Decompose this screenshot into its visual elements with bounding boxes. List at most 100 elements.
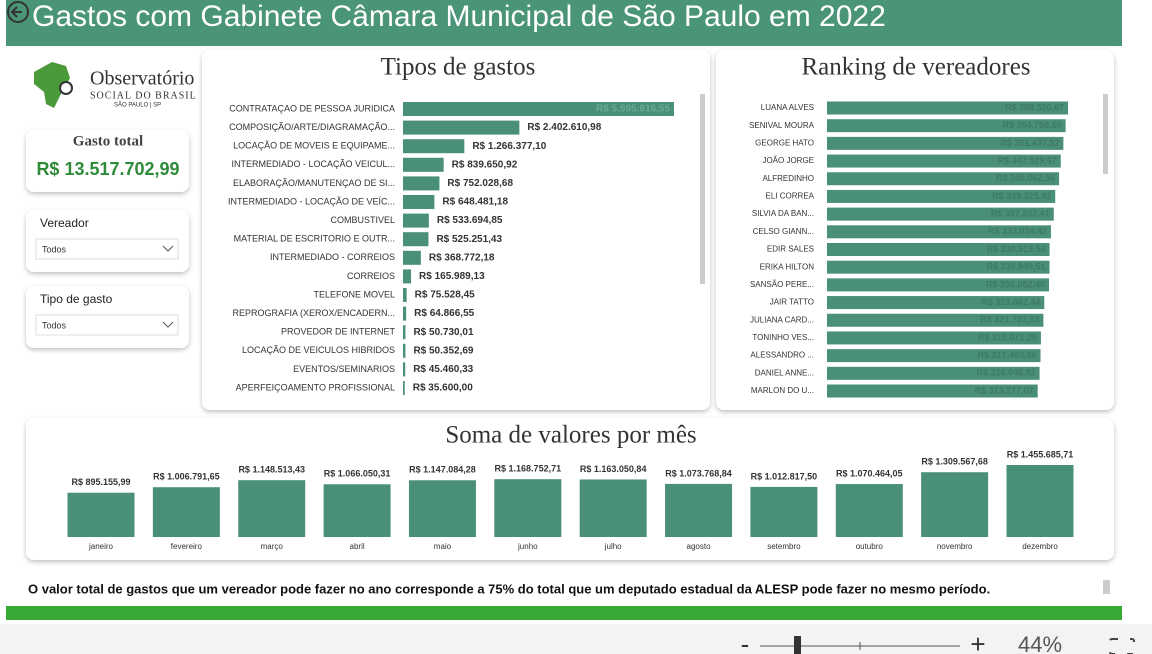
category-label: INTERMEDIADO - LOCAÇÃO VEICUL...: [231, 159, 395, 169]
bar: [403, 288, 407, 302]
filter-dropdown[interactable]: [35, 238, 179, 260]
kpi-card: [26, 130, 189, 192]
x-tick-label: maio: [434, 542, 452, 551]
value-label: R$ 50.730,01: [413, 327, 473, 338]
value-label: R$ 165.989,13: [419, 271, 485, 282]
logo-sub: SOCIAL DO BRASIL: [90, 90, 197, 101]
value-label: R$ 895.155,99: [71, 477, 130, 487]
category-label: PROVEDOR DE INTERNET: [281, 327, 396, 337]
category-label: LOCAÇÃO DE VEICULOS HIBRIDOS: [242, 345, 395, 355]
x-tick-label: agosto: [687, 542, 712, 551]
value-label: R$ 347.529,67: [998, 155, 1057, 165]
x-tick-label: outubro: [856, 542, 884, 551]
value-label: R$ 5.595.616,55: [596, 104, 670, 115]
value-label: R$ 339.325,92: [992, 191, 1051, 201]
chevron: [162, 321, 174, 328]
scrollbar[interactable]: [1103, 94, 1108, 174]
zoom-thumb[interactable]: [794, 636, 801, 654]
value-label: R$ 330.849,51: [986, 262, 1045, 272]
value-label: R$ 1.266.377,10: [472, 141, 546, 152]
filter-label: Tipo de gasto: [40, 292, 113, 306]
bar: [827, 119, 1066, 133]
kpi-label: Gasto total: [73, 133, 143, 149]
zoom-in[interactable]: +: [970, 629, 985, 654]
bar: [827, 172, 1060, 186]
bar: [323, 484, 391, 537]
category-label: SANSÃO PERE...: [750, 280, 814, 289]
zoom-out[interactable]: -: [741, 629, 750, 654]
bar: [403, 325, 406, 340]
panel: [202, 50, 710, 410]
bar: [403, 157, 444, 172]
bar: [665, 483, 733, 537]
bar: [403, 269, 412, 284]
bar: [827, 296, 1045, 310]
value-label: R$ 330.919,54: [987, 244, 1046, 254]
category-label: INTERMEDIADO - LOCAÇÃO DE VEÍC...: [228, 196, 395, 206]
category-label: APERFEIÇOAMENTO PROFISSIONAL: [236, 382, 395, 392]
value-label: R$ 64.866,55: [414, 308, 474, 319]
bar: [827, 366, 1040, 380]
value-label: R$ 1.163.050,84: [580, 464, 647, 474]
x-tick-label: novembro: [937, 542, 973, 551]
category-label: EDIR SALES: [767, 245, 814, 254]
bar: [152, 487, 220, 537]
x-tick-label: janeiro: [88, 542, 114, 551]
bar: [827, 260, 1050, 274]
value-label: R$ 368.772,18: [429, 252, 495, 263]
value-label: R$ 1.070.464,05: [836, 468, 903, 478]
value-label: R$ 839.650,92: [452, 159, 518, 170]
value-label: R$ 648.481,18: [442, 197, 508, 208]
header-title: Gastos com Gabinete Câmara Municipal de …: [32, 0, 886, 33]
category-label: MARLON DO U...: [751, 386, 814, 395]
back-button[interactable]: [7, 1, 29, 23]
bar: [835, 484, 903, 537]
category-label: CONTRATAÇAO DE PESSOA JURIDICA: [229, 103, 395, 113]
bar: [403, 232, 429, 247]
filter-label: Vereador: [40, 216, 89, 230]
value-label: R$ 1.006.791,65: [153, 472, 220, 482]
value-label: R$ 330.052,40: [986, 279, 1045, 289]
value-label: R$ 533.694,85: [437, 215, 503, 226]
note: O valor total de gastos que um vereador …: [28, 581, 990, 596]
filter-selected: Todos: [42, 244, 67, 254]
status-bar: [0, 624, 1152, 654]
footer-band: [6, 606, 1122, 620]
bar: [494, 479, 562, 537]
value-label: R$ 358.320,67: [1005, 102, 1064, 112]
value-label: R$ 318.071,28: [978, 332, 1037, 342]
scrollbar[interactable]: [700, 94, 705, 284]
bar: [403, 306, 407, 321]
value-label: R$ 333.034,42: [988, 226, 1047, 236]
category-label: INTERMEDIADO - CORREIOS: [270, 252, 395, 262]
bar: [403, 343, 406, 358]
category-label: CELSO GIANN...: [753, 227, 814, 236]
back-arrow: [10, 6, 22, 18]
bar: [579, 479, 647, 537]
bar: [827, 331, 1041, 345]
value-label: R$ 354.758,60: [1003, 120, 1062, 130]
category-label: JOÃO JORGE: [762, 156, 814, 165]
logo-lens: [59, 81, 73, 95]
chevron: [162, 245, 174, 252]
category-label: ELABORAÇÃO/MANUTENÇAO DE SI...: [233, 178, 395, 188]
bar: [750, 486, 818, 537]
x-tick-label: junho: [517, 542, 538, 551]
value-label: R$ 317.463,90: [977, 350, 1036, 360]
bar: [403, 362, 406, 377]
bar: [827, 313, 1044, 327]
value-label: R$ 1.455.685,71: [1007, 449, 1074, 459]
category-label: TONINHO VES...: [752, 333, 814, 342]
value-label: R$ 321.707,83: [980, 315, 1039, 325]
value-label: R$ 752.028,68: [447, 178, 513, 189]
value-label: R$ 323.042,44: [981, 297, 1040, 307]
bar: [403, 102, 674, 116]
logo-place: SÃO PAULO | SP: [114, 102, 161, 109]
x-tick-label: fevereiro: [171, 542, 203, 551]
value-label: R$ 351.437,52: [1000, 138, 1059, 148]
filter-dropdown[interactable]: [35, 314, 179, 336]
value-label: R$ 313.277,07: [975, 385, 1034, 395]
bar: [827, 189, 1056, 203]
